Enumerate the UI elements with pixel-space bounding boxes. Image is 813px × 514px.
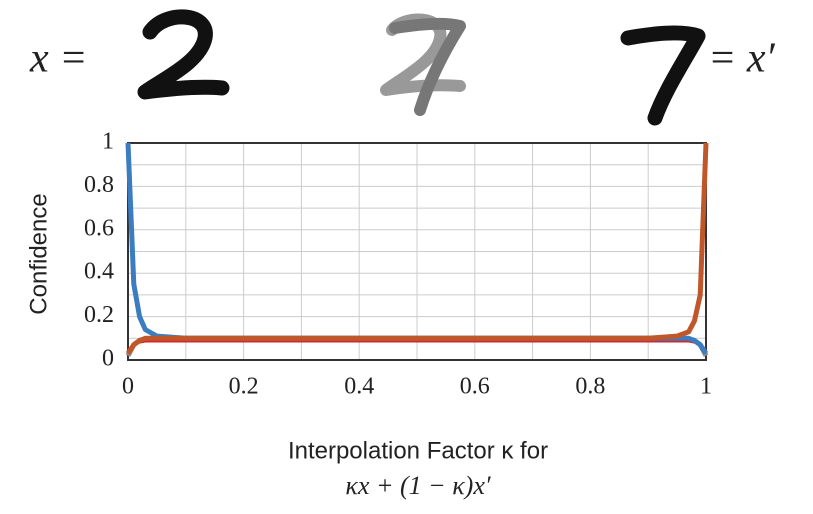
y-axis-label: Confidence [25,193,52,314]
x-axis-label: Interpolation Factor κ for [288,437,548,464]
x-tick-label: 0.4 [344,374,374,400]
digit-stroke [620,25,706,126]
digit-two [137,9,230,100]
y-tick-label: 0.6 [84,215,114,241]
x-tick-label: 0.2 [229,374,259,400]
digit-stroke [137,9,230,100]
series-line [127,340,707,350]
equation-left: x = [29,36,87,82]
digit-stroke [389,17,466,116]
x-axis-formula: κx + (1 − κ)x′ [345,471,490,500]
x-tick-label: 0 [122,374,134,400]
y-tick-label: 1 [102,129,114,155]
x-tick-label: 0.6 [460,374,490,400]
y-tick-label: 0.2 [84,302,114,328]
digit-seven [620,25,706,126]
equation-right: = x′ [708,36,775,82]
digit-blend [380,13,466,116]
x-tick-label: 1 [700,374,712,400]
y-tick-label: 0.8 [84,172,114,198]
plot-frame [127,142,707,361]
y-tick-label: 0.4 [84,259,114,285]
series-line [125,142,709,355]
y-tick-label: 0 [102,346,114,372]
x-tick-label: 0.8 [575,374,605,400]
